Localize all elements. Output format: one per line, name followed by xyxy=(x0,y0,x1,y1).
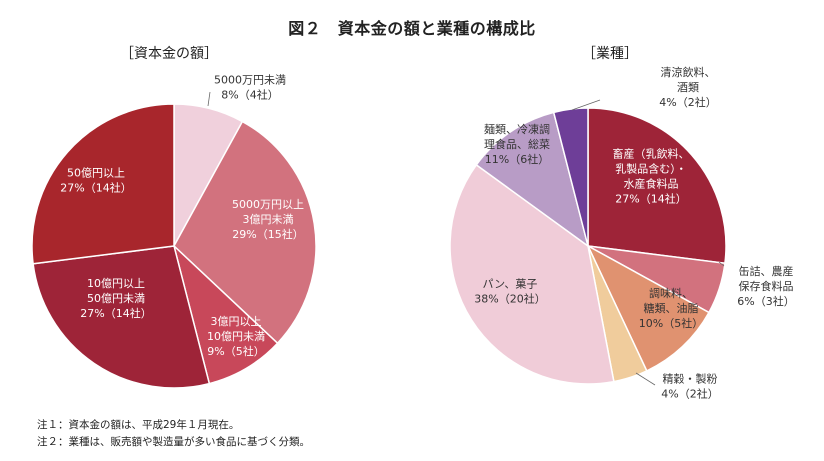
industry-leader-1 xyxy=(718,261,725,267)
capital-slice-label-4-line-0: 50億円以上 xyxy=(67,167,125,180)
capital-slice-3 xyxy=(32,245,211,389)
capital-slice-label-2-line-2: 9%（5社） xyxy=(207,344,264,358)
capital-slice-label-3-line-0: 10億円以上 xyxy=(87,277,145,290)
industry-slice-label-3: 精穀・製粉 4%（2社） xyxy=(661,372,718,401)
industry-slice-label-6-line-2: 4%（2社） xyxy=(659,95,716,109)
capital-chart-title: ［資本金の額］ xyxy=(120,46,218,62)
industry-slice-label-6-line-0: 清涼飲料、 xyxy=(661,65,716,79)
capital-slice-4 xyxy=(31,103,175,265)
capital-slice-label-1-line-2: 29%（15社） xyxy=(232,227,303,241)
capital-slice-label-1-line-1: 3億円未満 xyxy=(243,213,294,226)
industry-slice-label-1-line-0: 缶詰、農産 xyxy=(739,264,794,278)
industry-slice-label-3-line-0: 精穀・製粉 xyxy=(663,372,718,386)
industry-slice-label-0-line-0: 畜産（乳飲料、 xyxy=(613,147,690,161)
industry-slice-label-1-line-2: 6%（3社） xyxy=(737,294,794,308)
capital-slice-label-2: 3億円以上 10億円未満 9%（5社） xyxy=(207,315,265,358)
capital-slice-label-2-line-0: 3億円以上 xyxy=(211,315,262,328)
industry-slice-label-1-line-1: 保存食料品 xyxy=(739,279,794,293)
industry-chart-title: ［業種］ xyxy=(582,46,638,62)
capital-slice-2 xyxy=(172,243,279,385)
page-title: 図２ 資本金の額と業種の構成比 xyxy=(288,19,536,38)
note-2: 注２：業種は、販売額や製造量が多い食品に基づく分類。 xyxy=(37,436,310,448)
capital-slice-label-1-line-0: 5000万円以上 xyxy=(232,198,304,211)
capital-leader-0 xyxy=(207,91,211,107)
industry-slice-label-5: 麺類、冷凍調理食品、総菜 11%（6社） xyxy=(484,122,550,166)
capital-slice-label-0-line-0: 5000万円未満 xyxy=(214,74,286,87)
industry-slice-label-0: 畜産（乳飲料、乳製品含む）・水産食料品 27%（14社） xyxy=(613,147,690,206)
industry-slice-label-4-line-0: パン、菓子 xyxy=(483,278,538,291)
capital-slice-label-3-line-1: 50億円未満 xyxy=(87,292,145,305)
industry-slice-label-6-line-1: 酒類 xyxy=(677,81,699,94)
industry-slice-label-2-line-1: 糖類、油脂 xyxy=(644,301,699,315)
industry-slice-label-2-line-0: 調味料、 xyxy=(649,286,693,300)
industry-slice-label-5-line-2: 11%（6社） xyxy=(485,152,549,166)
capital-slice-label-1: 5000万円以上 3億円未満 29%（15社） xyxy=(232,198,304,241)
industry-slice-2 xyxy=(586,244,710,372)
capital-slice-label-3-line-2: 27%（14社） xyxy=(80,306,151,320)
industry-slice-label-0-line-2: 水産食料品 xyxy=(624,177,679,191)
industry-slice-5 xyxy=(475,111,590,248)
capital-slice-label-4: 50億円以上 27%（14社） xyxy=(60,167,131,195)
industry-slice-6 xyxy=(552,107,589,247)
industry-slice-label-2: 調味料、糖類、油脂 10%（5社） xyxy=(639,286,703,330)
industry-slice-label-0-line-3: 27%（14社） xyxy=(615,192,686,206)
industry-leader-6 xyxy=(571,99,601,111)
capital-slice-label-2-line-1: 10億円未満 xyxy=(207,330,265,343)
industry-slice-label-4-line-1: 38%（20社） xyxy=(474,292,545,306)
industry-slice-label-2-line-2: 10%（5社） xyxy=(639,316,703,330)
note-1: 注１：資本金の額は、平成29年１月現在。 xyxy=(37,419,240,431)
industry-slice-label-5-line-0: 麺類、冷凍調 xyxy=(484,122,550,136)
industry-slice-label-3-line-1: 4%（2社） xyxy=(661,387,718,401)
capital-slice-label-0: 5000万円未満 8%（4社） xyxy=(214,74,286,102)
industry-leader-3 xyxy=(635,372,656,386)
capital-slice-1 xyxy=(173,120,317,345)
capital-slice-label-4-line-1: 27%（14社） xyxy=(60,181,131,195)
industry-slice-0 xyxy=(587,107,727,265)
industry-slice-label-1: 缶詰、農産保存食料品 6%（3社） xyxy=(737,264,794,308)
industry-slice-4 xyxy=(449,163,615,385)
industry-slice-label-0-line-1: 乳製品含む）・ xyxy=(615,162,687,176)
capital-slice-label-3: 10億円以上 50億円未満 27%（14社） xyxy=(80,277,151,320)
industry-slice-label-6: 清涼飲料、酒類 4%（2社） xyxy=(659,65,716,109)
capital-slice-label-0-line-1: 8%（4社） xyxy=(221,88,278,102)
industry-slice-label-5-line-1: 理食品、総菜 xyxy=(484,137,550,151)
industry-slice-label-4: パン、菓子 38%（20社） xyxy=(474,278,545,306)
